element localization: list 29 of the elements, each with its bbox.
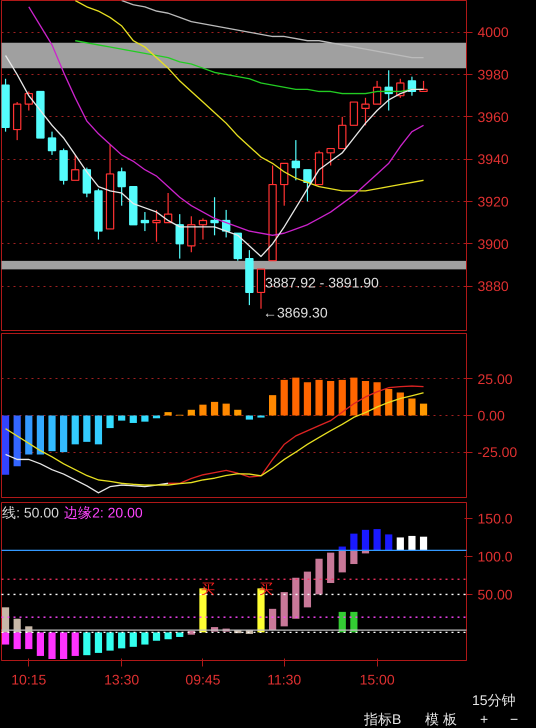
text: 指标B xyxy=(364,710,402,728)
y-tick-label: 50.00 xyxy=(478,586,513,602)
chart-subtitle: 边缘2: 20.00 xyxy=(64,504,143,520)
text: + xyxy=(480,710,488,728)
data-label: 买 xyxy=(258,580,273,596)
y-tick-label: 3980 xyxy=(478,66,509,83)
chart-title: 线: 50.00 xyxy=(2,504,60,520)
y-tick-label: 3880 xyxy=(478,278,509,294)
x-tick-label: 11:30 xyxy=(267,672,302,688)
y-tick-label: 0.00 xyxy=(478,408,505,424)
y-tick-label: 4000 xyxy=(478,24,509,40)
x-tick-label: 13:30 xyxy=(104,672,140,688)
band-label: 3887.92 - 3891.90 xyxy=(265,274,380,290)
y-tick-label: 3920 xyxy=(478,193,509,210)
y-tick-label: 3900 xyxy=(478,236,509,252)
y-tick-label: 3940 xyxy=(478,151,509,168)
y-tick-label: -25.00 xyxy=(478,444,518,460)
y-tick-label: 150.0 xyxy=(478,510,513,526)
y-tick-label: 100.0 xyxy=(478,548,513,564)
x-tick-label: 10:15 xyxy=(11,672,47,688)
y-tick-label: 3960 xyxy=(478,108,509,125)
y-tick-label: 25.00 xyxy=(478,370,513,387)
text: 模 板 xyxy=(425,710,457,728)
text: − xyxy=(510,710,518,728)
data-label: 买 xyxy=(200,580,215,596)
annotation: ←3869.30 xyxy=(262,304,328,321)
x-tick-label: 15:00 xyxy=(360,672,395,688)
x-tick-label: 09:45 xyxy=(185,672,221,688)
text: 15分钟 xyxy=(472,691,516,710)
